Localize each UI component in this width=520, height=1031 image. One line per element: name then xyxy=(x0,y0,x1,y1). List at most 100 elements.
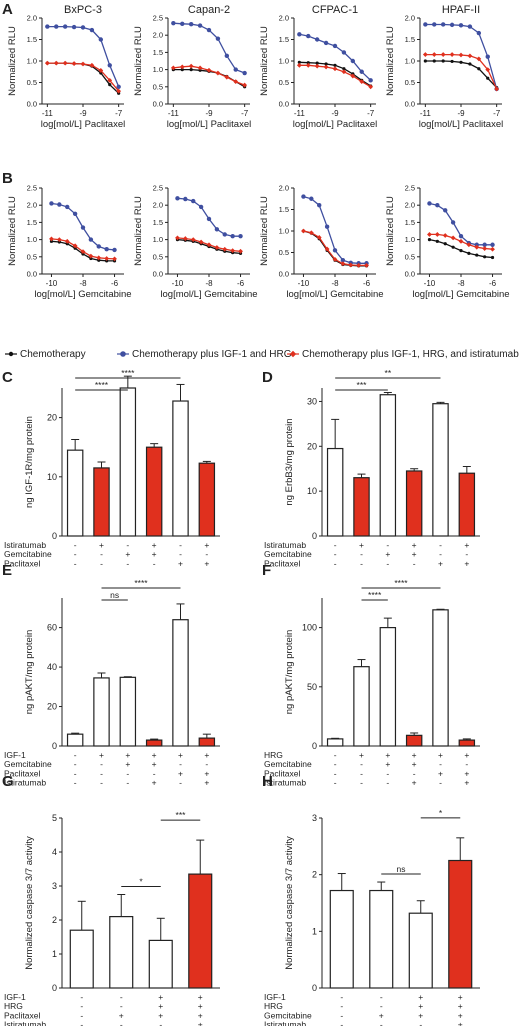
bar xyxy=(69,929,94,989)
y-tick-label: 0.5 xyxy=(27,78,37,87)
x-tick-label: -7 xyxy=(367,109,375,118)
y-tick-label: 0.5 xyxy=(279,248,289,257)
data-point xyxy=(198,204,204,210)
data-point xyxy=(191,198,196,204)
x-tick-label: -10 xyxy=(46,279,58,288)
y-axis-label: Normalized RLU xyxy=(133,196,144,266)
significance-label: **** xyxy=(368,590,382,600)
condition-sign: - xyxy=(340,1001,343,1011)
data-point xyxy=(108,83,112,87)
data-point xyxy=(467,53,473,59)
x-tick-label: -11 xyxy=(420,109,432,118)
bar xyxy=(353,477,370,537)
significance-label: **** xyxy=(95,380,109,390)
y-tick-label: 10 xyxy=(47,472,57,482)
y-axis-label: ng IGF-1R/mg protein xyxy=(24,416,35,508)
condition-sign: - xyxy=(74,549,77,559)
y-tick-label: 1.0 xyxy=(405,235,415,244)
data-point xyxy=(80,61,86,67)
bar xyxy=(326,447,344,537)
series-line-blue xyxy=(299,33,372,81)
condition-sign: + xyxy=(438,750,443,760)
y-tick-label: 1.0 xyxy=(27,235,37,244)
data-point xyxy=(73,246,77,250)
condition-sign: - xyxy=(360,558,363,568)
data-point xyxy=(305,62,311,68)
data-point xyxy=(422,52,428,57)
panel-letter-a: A xyxy=(2,1,13,18)
condition-sign: - xyxy=(80,1020,83,1026)
data-point xyxy=(179,64,185,70)
data-point xyxy=(359,79,365,85)
bar xyxy=(93,677,110,747)
condition-sign: - xyxy=(74,768,77,778)
condition-sign: - xyxy=(179,549,182,559)
condition-sign: + xyxy=(464,540,469,550)
condition-sign: + xyxy=(178,750,183,760)
data-point xyxy=(486,76,490,80)
x-tick-label: -8 xyxy=(79,279,87,288)
y-tick-label: 0.5 xyxy=(153,252,163,261)
condition-sign: - xyxy=(334,558,337,568)
data-point xyxy=(356,263,362,268)
significance-label: *** xyxy=(357,380,368,390)
y-tick-label: 0.5 xyxy=(27,252,37,261)
condition-sign: + xyxy=(204,768,209,778)
bar xyxy=(448,859,473,989)
data-point xyxy=(476,56,482,62)
data-point xyxy=(182,236,188,241)
condition-sign: + xyxy=(385,759,390,769)
condition-label: Paclitaxel xyxy=(4,768,40,778)
condition-label: Gemcitabine xyxy=(264,759,312,769)
data-point xyxy=(222,246,228,252)
panel-letter-f: F xyxy=(262,562,271,579)
y-tick-label: 2.0 xyxy=(279,14,289,23)
data-point xyxy=(49,201,54,206)
data-point xyxy=(431,52,437,57)
condition-label: HRG xyxy=(4,1001,23,1011)
data-point xyxy=(89,27,95,33)
condition-label: Gemcitabine xyxy=(264,549,312,559)
condition-sign: - xyxy=(465,759,468,769)
y-tick-label: 30 xyxy=(307,396,317,406)
y-tick-label: 20 xyxy=(307,441,317,451)
data-point xyxy=(341,69,347,75)
bar xyxy=(188,873,213,989)
y-tick-label: 2.0 xyxy=(405,14,415,23)
y-axis-label: Normalized RLU xyxy=(133,26,144,96)
condition-sign: - xyxy=(380,1020,383,1026)
data-point xyxy=(189,68,193,72)
condition-sign: - xyxy=(439,540,442,550)
data-point xyxy=(88,253,94,259)
condition-sign: - xyxy=(386,778,389,788)
y-tick-label: 2 xyxy=(52,915,57,925)
condition-sign: - xyxy=(340,992,343,1002)
y-tick-label: 4 xyxy=(52,847,57,857)
data-point xyxy=(477,67,481,71)
condition-sign: - xyxy=(439,778,442,788)
condition-sign: - xyxy=(386,558,389,568)
condition-label: Gemcitabine xyxy=(4,549,52,559)
data-point xyxy=(206,216,212,222)
condition-sign: - xyxy=(100,778,103,788)
y-tick-label: 0.5 xyxy=(405,78,415,87)
data-point xyxy=(485,67,491,72)
condition-sign: - xyxy=(74,778,77,788)
series-line-blue xyxy=(429,202,493,246)
x-axis-label: log[mol/L] Paclitaxel xyxy=(41,119,125,130)
data-point xyxy=(297,32,302,37)
dose-response-plot-2: Capan-2 0.0 0.5 1.0 1.5 2.0 2.5 -11 -9 -7log[mol/… xyxy=(133,4,251,130)
data-point xyxy=(44,60,50,66)
data-point xyxy=(432,22,437,27)
y-tick-label: 40 xyxy=(47,662,57,672)
data-point xyxy=(309,196,314,201)
bar xyxy=(93,467,110,537)
data-point xyxy=(350,58,356,64)
condition-sign: + xyxy=(412,750,417,760)
condition-sign: + xyxy=(125,759,130,769)
data-point xyxy=(215,36,221,41)
x-tick-label: -10 xyxy=(424,279,436,288)
